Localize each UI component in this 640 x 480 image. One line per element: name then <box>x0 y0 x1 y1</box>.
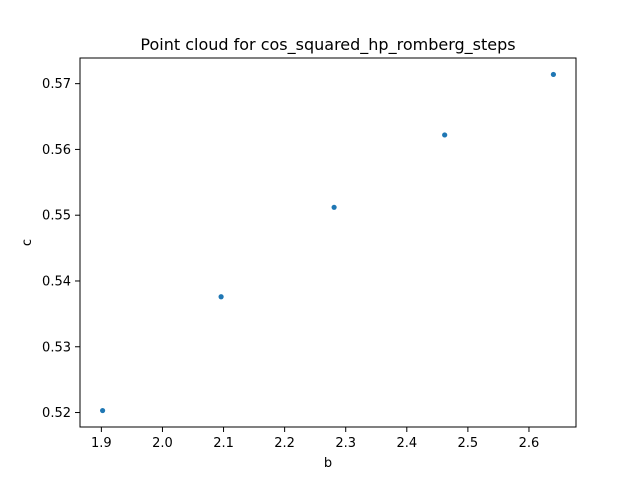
x-tick-label: 2.6 <box>519 436 540 451</box>
x-axis-label: b <box>324 456 332 471</box>
y-tick-label: 0.56 <box>42 143 71 158</box>
y-tick-label: 0.57 <box>42 77 71 92</box>
x-tick-label: 2.0 <box>152 436 173 451</box>
y-tick-label: 0.55 <box>42 209 71 224</box>
x-tick-label: 1.9 <box>91 436 112 451</box>
y-tick-label: 0.52 <box>42 406 71 421</box>
data-point <box>550 71 556 78</box>
plot-area <box>79 57 577 428</box>
x-tick-label: 2.5 <box>458 436 479 451</box>
x-axis: 1.9 2.0 2.1 2.2 2.3 2.4 2.5 2.6 <box>91 427 539 451</box>
y-tick-label: 0.54 <box>42 274 71 289</box>
y-tick-label: 0.53 <box>42 340 71 355</box>
y-axis: 0.52 0.53 0.54 0.55 0.56 0.57 <box>42 77 80 421</box>
data-points <box>100 71 556 414</box>
x-tick-label: 2.1 <box>213 436 234 451</box>
plot-frame <box>79 57 577 428</box>
data-point <box>331 204 337 210</box>
x-tick-label: 2.3 <box>335 436 356 451</box>
chart-title: Point cloud for cos_squared_hp_romberg_s… <box>140 35 515 55</box>
x-tick-label: 2.4 <box>396 436 417 451</box>
data-point <box>100 407 106 414</box>
y-axis-label: c <box>20 239 35 246</box>
x-tick-label: 2.2 <box>274 436 295 451</box>
data-point <box>218 294 224 300</box>
data-point <box>442 132 448 138</box>
